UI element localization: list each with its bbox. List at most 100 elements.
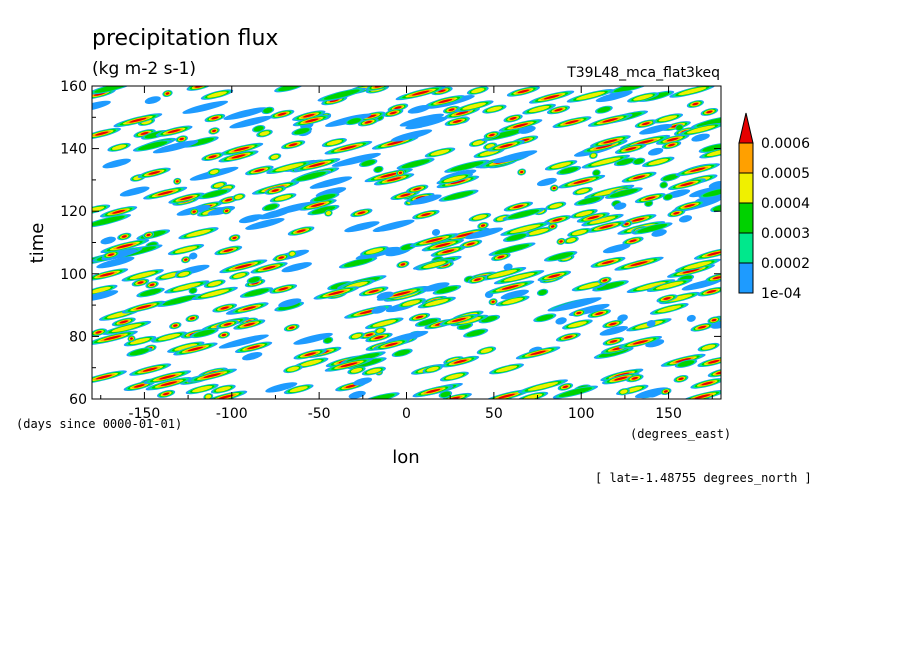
x-axis: -150 -100 -50 0 50 100 150 [100,86,713,422]
rain-contour [162,392,170,396]
rain-feature [563,236,579,245]
rain-contour [657,305,682,313]
rain-feature [549,184,559,192]
rain-contour [368,289,379,293]
rain-contour [599,325,628,336]
rain-feature [345,117,364,126]
rain-contour [296,171,326,181]
rain-feature [348,390,366,399]
rain-feature [444,159,490,173]
rain-feature [693,247,721,260]
y-axis-label: time [27,223,48,264]
rain-contour [380,172,398,178]
rain-contour [323,89,360,100]
rain-contour [95,330,102,334]
rain-feature [92,328,108,337]
rain-feature [92,100,111,112]
rain-contour [655,281,684,290]
rain-feature [298,199,337,211]
rain-contour [393,291,411,297]
rain-contour [178,271,190,277]
rain-feature [155,125,193,137]
y-tick-label: 60 [69,392,87,408]
rain-contour [664,194,673,200]
rain-contour [218,394,234,399]
rain-contour [587,215,600,220]
rain-feature [168,192,205,204]
rain-feature [350,208,373,218]
rain-feature [466,86,489,95]
rain-feature [353,377,373,386]
rain-feature [219,259,268,274]
rain-contour [701,381,714,386]
rain-contour [658,115,678,122]
rain-feature [634,387,669,399]
rain-feature [152,140,199,154]
rain-contour [293,332,333,345]
rain-feature [478,267,527,281]
rain-feature [117,232,132,241]
rain-feature [468,212,492,222]
rain-feature [187,368,237,383]
rain-contour [160,381,178,386]
rain-contour [676,125,683,131]
rain-feature [439,313,479,326]
rain-feature [459,239,483,249]
rain-contour [248,277,260,283]
rain-contour [707,251,721,256]
rain-feature [430,245,466,257]
rain-contour [99,272,115,277]
rain-feature [587,113,633,127]
rain-contour [92,215,125,226]
rain-feature [191,286,238,301]
rain-feature [675,163,721,177]
rain-feature [151,331,188,343]
rain-contour [415,315,424,319]
rain-contour [193,329,215,337]
rain-feature [660,173,681,182]
rain-feature [373,165,384,173]
rain-feature [175,135,188,143]
rain-feature [536,288,549,296]
rain-feature [647,147,664,156]
rain-feature [486,280,535,295]
rain-feature [441,355,480,368]
rain-contour [678,377,684,381]
rain-contour [508,209,540,219]
rain-contour [645,339,665,348]
rain-feature [129,363,172,376]
rain-contour [492,150,538,164]
rain-contour [277,112,287,116]
rain-contour [350,368,363,373]
rain-feature [281,262,312,273]
rain-feature [185,383,219,395]
rain-contour [677,360,695,367]
rain-feature [440,227,490,242]
rain-contour [133,384,145,388]
rain-contour [140,288,161,297]
rain-feature [136,287,165,298]
rain-feature [201,152,224,162]
rain-contour [509,117,517,120]
rain-feature [467,275,488,284]
rain-feature [92,204,111,215]
rain-contour [646,320,656,327]
rain-contour [609,339,618,343]
y-axis-units: (days since 0000-01-01) [16,417,182,431]
rain-contour [174,343,198,351]
rain-feature [269,109,295,119]
rain-contour [624,222,629,226]
rain-contour [593,170,600,176]
rain-contour [636,281,666,291]
rain-feature [383,108,404,118]
rain-feature [92,214,131,228]
rain-contour [184,258,188,261]
rain-contour [503,263,513,271]
rain-feature [96,256,135,269]
rain-feature [639,124,673,135]
rain-feature [203,279,226,288]
rain-contour [130,337,150,345]
rain-feature [602,337,625,346]
rain-contour [566,237,576,243]
rain-feature [321,138,347,148]
